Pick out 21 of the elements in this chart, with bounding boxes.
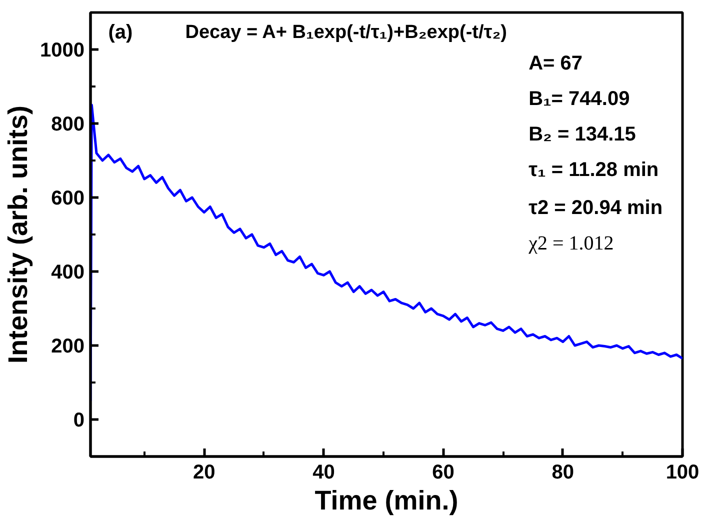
annotation: Decay = A+ B₁exp(-t/τ₁)+B₂exp(-t/τ₂) (185, 22, 508, 43)
x-tick-label: 60 (432, 462, 454, 484)
y-tick-label: 0 (73, 410, 84, 432)
y-tick-label: 400 (51, 262, 85, 284)
x-tick-label: 40 (312, 462, 335, 484)
x-axis-title: Time (min.) (314, 486, 458, 516)
annotation: τ2 = 20.94 min (528, 196, 663, 219)
x-tick-label: 80 (552, 462, 574, 484)
x-tick-label: 100 (666, 462, 700, 484)
y-tick-label: 600 (51, 188, 85, 210)
y-axis-title: Intensity (arb. units) (3, 105, 34, 364)
annotation: (a) (108, 21, 133, 44)
annotation: τ₁ = 11.28 min (528, 159, 659, 182)
x-tick-label: 20 (192, 462, 216, 484)
annotation: B₁= 744.09 (528, 88, 630, 110)
y-tick-label: 800 (51, 114, 85, 136)
y-tick-label: 200 (51, 336, 85, 358)
annotation: B₂ = 134.15 (528, 124, 636, 146)
annotation: χ2 = 1.012 (528, 232, 614, 254)
annotation: A= 67 (528, 52, 583, 75)
y-tick-label: 1000 (40, 40, 85, 62)
